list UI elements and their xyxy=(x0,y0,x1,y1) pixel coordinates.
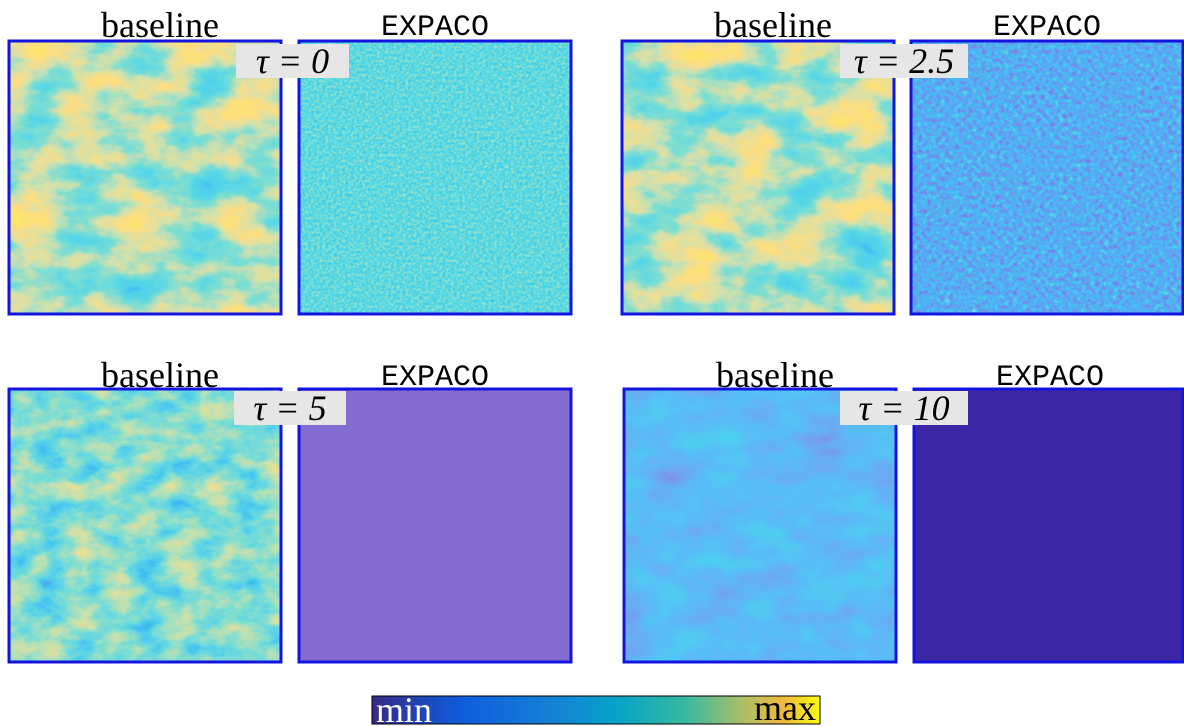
expaco-map xyxy=(299,389,571,662)
panel-title: EXPACO xyxy=(993,11,1101,45)
panel-border xyxy=(909,39,1184,316)
expaco-map xyxy=(911,41,1183,314)
colorbar xyxy=(371,695,821,725)
panel-border xyxy=(620,39,896,316)
baseline-map xyxy=(9,389,281,662)
tau-box xyxy=(236,44,349,78)
panel-border xyxy=(7,39,283,316)
tau-label: τ = 0 xyxy=(256,41,329,81)
tau-box xyxy=(234,391,346,425)
panel-border xyxy=(7,387,283,664)
panel-border xyxy=(912,387,1184,664)
colorbar-min: min xyxy=(376,690,432,726)
colorbar-max: max xyxy=(754,688,816,726)
tau-label: τ = 10 xyxy=(858,388,949,428)
panel-border xyxy=(297,387,573,664)
panel-title: baseline xyxy=(714,5,832,45)
tau-label: τ = 5 xyxy=(253,388,326,428)
panel-border xyxy=(297,39,573,316)
baseline-map xyxy=(624,389,896,662)
tau-label: τ = 2.5 xyxy=(854,41,954,81)
panel-title: baseline xyxy=(101,5,219,45)
tau-box xyxy=(840,44,968,78)
expaco-map xyxy=(914,389,1183,662)
expaco-map xyxy=(299,41,571,314)
baseline-map xyxy=(622,41,894,314)
panel-title: EXPACO xyxy=(381,11,489,45)
panel-border xyxy=(622,387,898,664)
baseline-map xyxy=(9,41,281,314)
tau-box xyxy=(840,391,968,425)
